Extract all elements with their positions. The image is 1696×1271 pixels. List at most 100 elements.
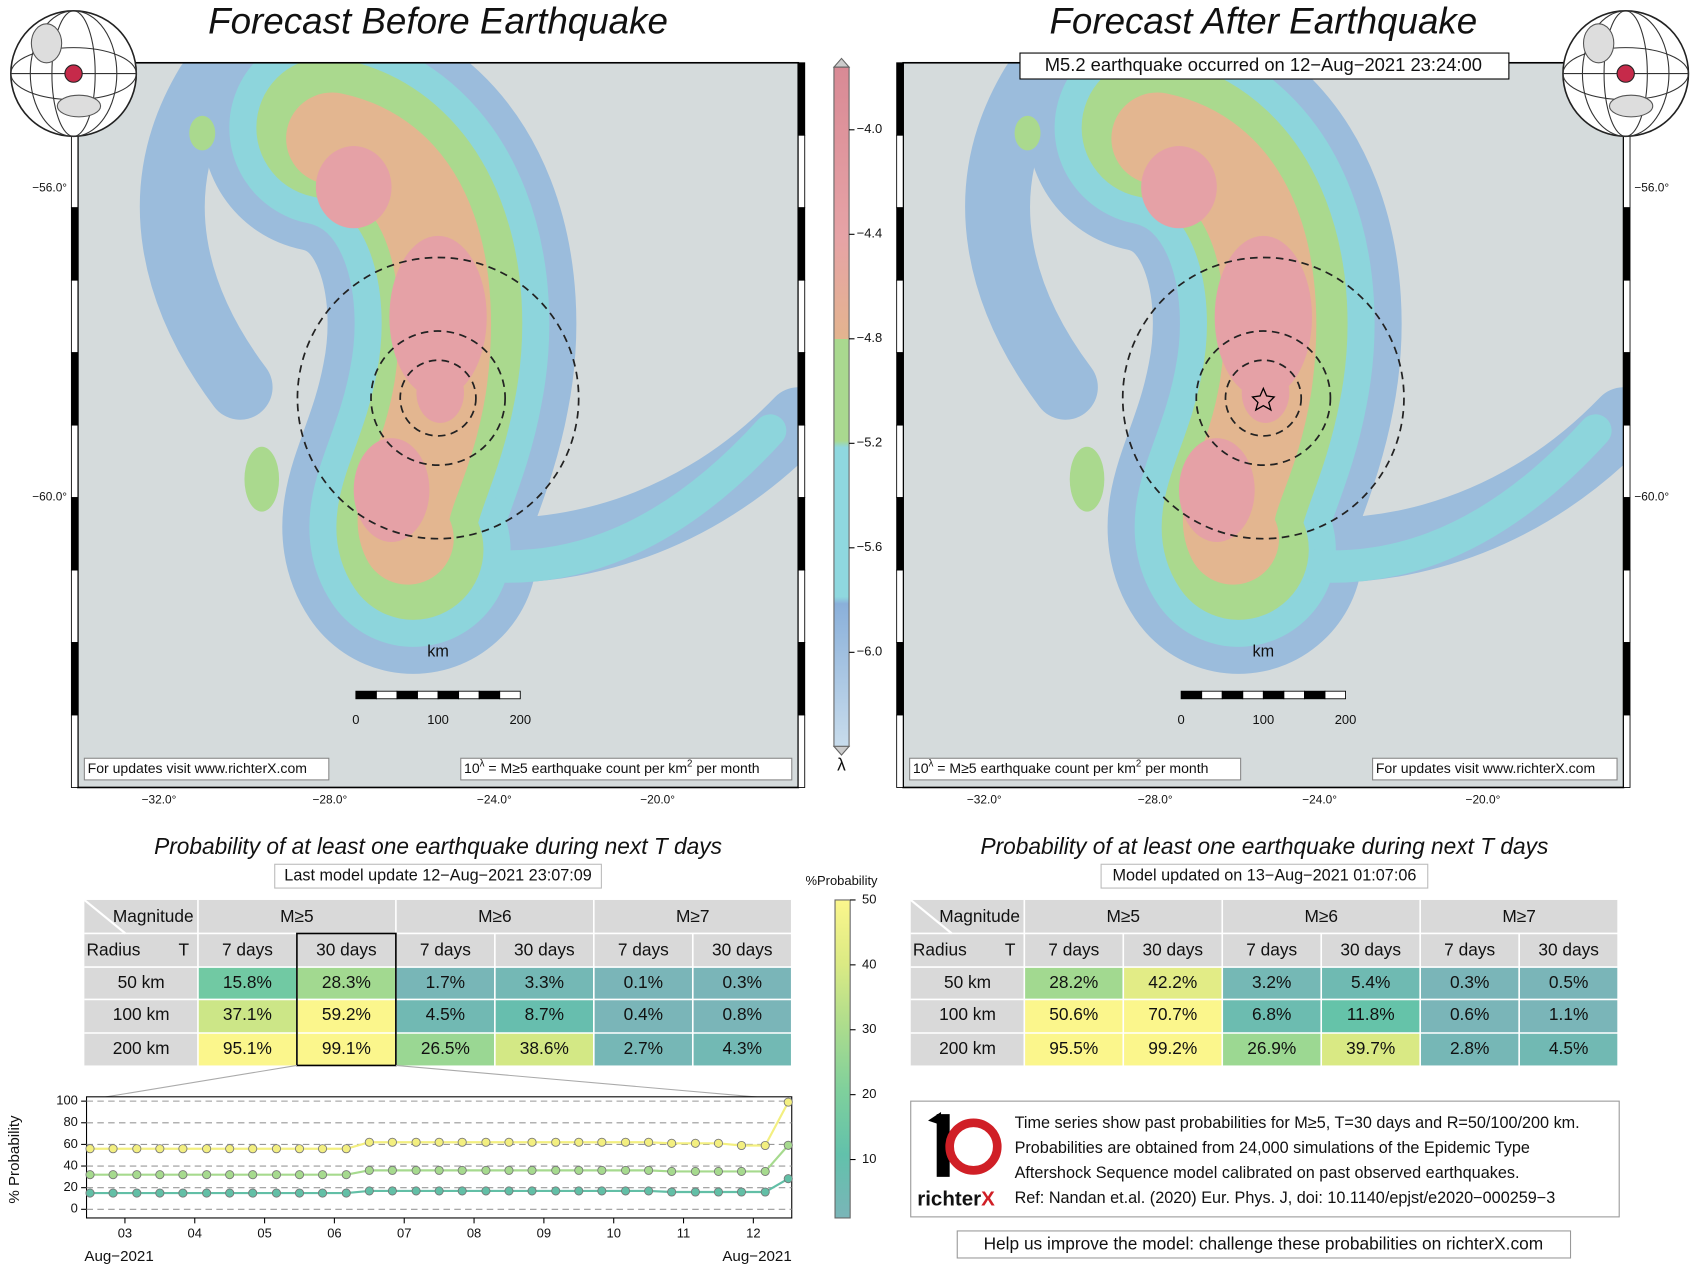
point [271, 1188, 281, 1198]
point [527, 1186, 537, 1196]
y-tick-label: 100 [56, 1093, 78, 1108]
corner-left: Radius [87, 939, 141, 959]
point [527, 1137, 537, 1147]
point [225, 1188, 235, 1198]
point [760, 1166, 770, 1176]
point [341, 1144, 351, 1154]
probability-label: 0.5% [1549, 972, 1588, 992]
globe-land [56, 94, 102, 118]
colorbar-tick-label: 50 [862, 891, 876, 906]
colorbar-tick-label: 20 [862, 1086, 876, 1101]
point [132, 1144, 142, 1154]
probability-label: 39.7% [1346, 1038, 1395, 1058]
y-tick-label: 0 [71, 1201, 78, 1216]
probability-cell [1519, 967, 1619, 1000]
lambda-note: 10λ = M≥5 earthquake count per km2 per m… [913, 758, 1209, 776]
updates-note: For updates visit www.richterX.com [1376, 760, 1595, 776]
point [132, 1188, 142, 1198]
scale-bar [417, 690, 439, 700]
probability-cell [593, 967, 693, 1000]
probability-cell [692, 999, 792, 1033]
info-line: Probabilities are obtained from 24,000 s… [1015, 1139, 1530, 1157]
frame-band [1623, 497, 1631, 571]
probability-label: 0.1% [624, 972, 663, 992]
point [317, 1188, 328, 1198]
frame-band [896, 714, 904, 788]
y-tick-label: 20 [63, 1179, 77, 1194]
probability-cell [1123, 1033, 1223, 1066]
plot-frame [85, 1096, 793, 1219]
probability-label: 0.3% [723, 972, 762, 992]
period-header: 7 days [420, 939, 471, 959]
point [574, 1186, 584, 1196]
period-header: 30 days [712, 939, 773, 959]
frame-band [896, 497, 904, 571]
point [783, 1140, 793, 1150]
lat-tick-label: −60.0° [32, 490, 67, 504]
probability-label: 26.5% [421, 1038, 470, 1058]
frame-band [797, 497, 806, 571]
point [178, 1144, 188, 1154]
probability-cell [395, 999, 495, 1033]
selected-column [296, 932, 397, 1067]
scale-bar [355, 690, 377, 700]
probability-cell [1420, 967, 1520, 1000]
point [457, 1137, 467, 1147]
point [551, 1137, 561, 1147]
subtitle-box [1019, 52, 1510, 80]
map-colorbar [833, 66, 850, 747]
point [504, 1165, 514, 1175]
info-line: Ref: Nandan et.al. (2020) Eur. Phys. J, … [1015, 1189, 1556, 1207]
point [597, 1165, 607, 1175]
probability-label: 2.7% [624, 1038, 663, 1058]
map-title: Forecast After Earthquake [1049, 1, 1477, 42]
logo-text: richter [917, 1188, 981, 1211]
point [294, 1170, 305, 1180]
point [527, 1165, 537, 1175]
probability-cell [1024, 999, 1124, 1033]
frame-band [797, 424, 806, 499]
scale-tick-label: 200 [1335, 712, 1357, 727]
lat-tick-label: −56.0° [32, 180, 67, 194]
point [364, 1186, 374, 1196]
probability-label: 50.6% [1049, 1004, 1098, 1024]
probability-cell [692, 967, 792, 1000]
probability-label: 28.2% [1049, 972, 1098, 992]
table-update: Last model update 12−Aug−2021 23:07:09 [284, 866, 592, 884]
point [132, 1170, 142, 1180]
point [434, 1137, 444, 1147]
probability-label: 1.7% [426, 972, 465, 992]
logo-one [936, 1114, 950, 1177]
frame-band [1623, 714, 1631, 788]
point [481, 1186, 491, 1196]
point [271, 1170, 281, 1180]
logo-zero [945, 1118, 1002, 1175]
frame-band [1623, 207, 1631, 281]
point [341, 1170, 351, 1180]
frame-band [896, 352, 904, 426]
x-tick-label: 12 [746, 1226, 760, 1241]
point [783, 1097, 793, 1107]
scale-bar [396, 690, 418, 700]
probability-label: 95.1% [223, 1038, 272, 1058]
period-header: 30 days [1538, 939, 1599, 959]
probability-label: 6.8% [1252, 1004, 1291, 1024]
scale-bar [458, 690, 480, 700]
updates-note: For updates visit www.richterX.com [88, 760, 307, 776]
x-tick-label: 09 [537, 1226, 551, 1241]
magnitude-header: M≥5 [1107, 906, 1141, 926]
frame-band [797, 207, 806, 281]
point [271, 1144, 281, 1154]
x-tick-label: 05 [257, 1226, 271, 1241]
frame-band [70, 279, 79, 354]
corner-left: Radius [913, 939, 967, 959]
globe-land [1608, 94, 1654, 118]
colorbar-tick-label: 40 [862, 956, 876, 971]
scale-tick-label: 100 [427, 712, 449, 727]
lon-tick-label: −20.0° [640, 793, 675, 807]
corner-top: Magnitude [113, 906, 194, 926]
connector [86, 1064, 297, 1101]
point [178, 1170, 188, 1180]
frame-band [896, 134, 904, 209]
note-text: = M≥5 earthquake count per km [933, 760, 1136, 776]
